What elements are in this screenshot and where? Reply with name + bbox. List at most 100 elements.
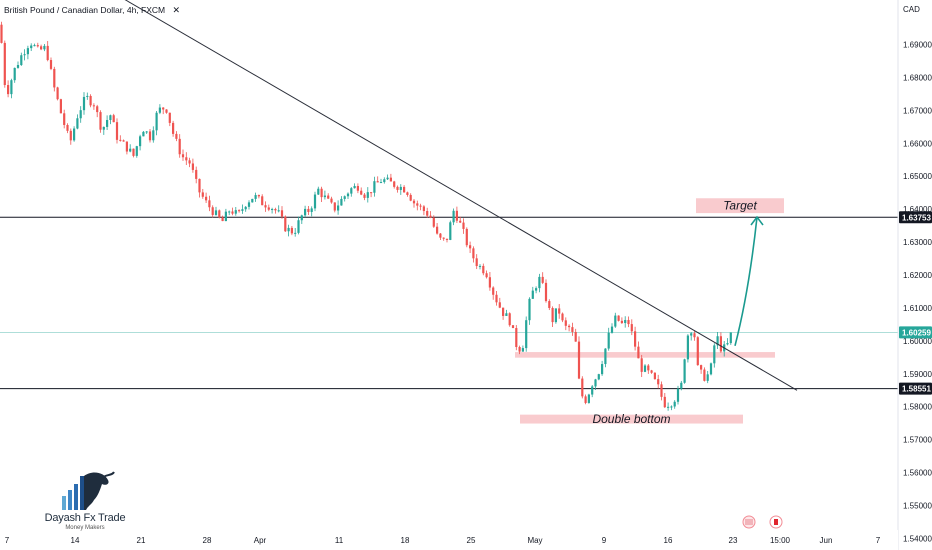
candle-body [426, 211, 429, 216]
candle-body [284, 216, 287, 232]
y-tick-label: 1.62000 [903, 271, 932, 280]
candle-body [406, 192, 409, 195]
candle-body [43, 45, 46, 50]
candle-body [478, 265, 482, 267]
price-badges: 1.63753 1.60259 1.58551 [899, 211, 932, 395]
candle-body [495, 294, 498, 303]
candle-body [287, 227, 290, 232]
y-tick-label: 1.66000 [903, 139, 932, 148]
candle-body [152, 130, 155, 141]
candle-body [640, 358, 643, 372]
candle-body [49, 60, 53, 69]
close-icon[interactable]: ✕ [172, 5, 181, 15]
candle-body [10, 80, 13, 95]
candle-body [3, 42, 6, 86]
candle-body [653, 372, 656, 380]
event-markers[interactable] [742, 515, 783, 529]
candle-body [482, 265, 485, 274]
candle-body [574, 331, 577, 342]
candle-body [403, 186, 406, 193]
level-badge-text: 1.63753 [902, 213, 931, 222]
candle-body [442, 237, 445, 239]
candle-body [505, 313, 508, 316]
candle-body [396, 186, 399, 190]
descending-trend-line[interactable] [120, 0, 798, 391]
candle-body [198, 178, 201, 193]
brand-name: Dayash Fx Trade [44, 512, 126, 524]
candle-body [92, 105, 95, 107]
candle-body [650, 370, 653, 373]
candle-body [360, 190, 363, 195]
candle-body [686, 335, 689, 360]
candle-body [218, 210, 221, 218]
candle-body [412, 200, 416, 204]
target-zone-label: Target [723, 199, 757, 213]
resistance-zone[interactable] [515, 352, 775, 358]
candle-body [53, 68, 56, 88]
symbol-title: British Pound / Canadian Dollar, 4h, FXC… [4, 5, 166, 15]
candle-body [521, 348, 524, 352]
candle-body [139, 136, 142, 147]
candle-body [96, 106, 99, 113]
candle-body [310, 208, 313, 212]
x-tick-label: 7 [876, 536, 881, 545]
candle-body [257, 195, 260, 197]
candle-body [86, 95, 89, 97]
candle-body [290, 227, 293, 234]
candle-body [409, 194, 412, 201]
x-tick-label: 11 [335, 536, 344, 545]
price-axis[interactable]: 1.69000 1.68000 1.67000 1.66000 1.65000 1.640… [897, 0, 932, 550]
candle-body [102, 126, 105, 130]
candle-body [693, 333, 696, 338]
candle-body [452, 210, 455, 223]
candle-body [706, 374, 709, 381]
trend-line-layer[interactable] [120, 0, 798, 391]
candle-body [465, 228, 468, 246]
candle-body [73, 128, 76, 141]
time-axis[interactable]: 7 14 21 28 Apr 11 18 25 May 9 16 23 15:00 Jun 7 [0, 530, 898, 550]
candle-body [0, 24, 3, 43]
candle-body [564, 320, 567, 326]
candle-body [109, 115, 112, 120]
candle-body [429, 215, 432, 218]
double-bottom-zone[interactable] [520, 414, 743, 424]
candle-body [165, 109, 168, 113]
target-arrow-shaft[interactable] [734, 216, 758, 347]
candle-body [383, 179, 386, 183]
candle-body [502, 307, 505, 316]
candle-body [185, 157, 188, 161]
y-tick-label: 1.55000 [903, 502, 932, 511]
candle-body [261, 196, 264, 206]
candle-body [46, 45, 49, 61]
candle-body [7, 85, 10, 95]
candle-body [604, 348, 607, 365]
candle-body [683, 359, 686, 383]
candle-body [356, 185, 359, 191]
y-tick-label: 1.57000 [903, 436, 932, 445]
current-price-badge-box [899, 326, 932, 339]
target-arrow-layer[interactable] [734, 215, 764, 347]
candle-body [264, 205, 267, 208]
candle-body [76, 118, 79, 129]
candle-body [195, 169, 198, 179]
level-badge-text: 1.58551 [902, 385, 931, 394]
candle-body [667, 406, 670, 408]
candle-body [634, 331, 637, 347]
y-tick-label: 1.58000 [903, 403, 932, 412]
candle-body [115, 122, 119, 140]
y-tick-label: 1.67000 [903, 106, 932, 115]
candle-body [544, 282, 548, 302]
chart-title-bar: British Pound / Canadian Dollar, 4h, FXC… [4, 5, 180, 16]
candle-body [208, 200, 211, 208]
candle-body [657, 379, 660, 385]
candle-body [346, 193, 350, 197]
y-tick-label: 1.65000 [903, 172, 932, 181]
candle-body [591, 386, 594, 395]
candle-body [26, 48, 29, 55]
candle-body [469, 245, 472, 249]
target-zone[interactable] [696, 198, 784, 214]
x-tick-label: 23 [729, 536, 738, 545]
candle-body [228, 211, 231, 213]
candle-body [531, 290, 534, 299]
